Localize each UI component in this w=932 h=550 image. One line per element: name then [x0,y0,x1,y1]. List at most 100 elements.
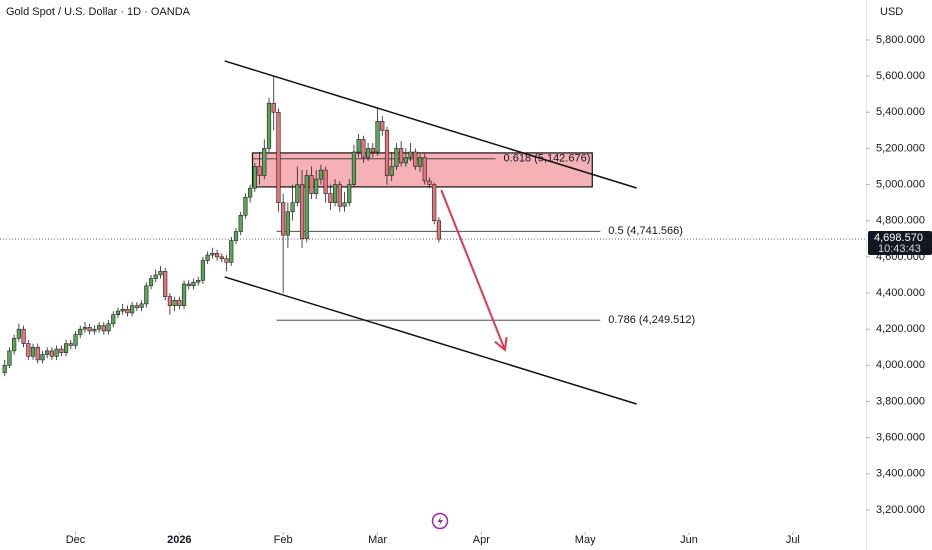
candle-body [370,148,375,153]
candle-body [366,148,371,158]
candle-body [111,314,116,325]
y-tick-label: 3,400.000 [876,468,925,480]
candle-body [115,310,121,316]
candle-body [158,271,163,276]
candle-body [351,151,357,185]
candle-body [375,120,380,153]
candle-body [304,175,309,240]
x-tick-label: Apr [473,534,490,546]
candle-body [243,196,248,216]
candle-body [214,252,220,258]
candle-body [318,169,324,180]
candle-body [134,305,139,308]
y-tick-label: 5,200.000 [876,142,925,154]
candle-body [342,202,347,207]
candle-body [82,327,88,330]
candle-body [167,296,172,306]
y-tick-label: 3,800.000 [876,395,925,407]
candle-body [408,151,413,158]
y-tick-label: 3,200.000 [876,504,925,516]
candle-body [139,303,144,308]
candle-body [266,102,272,149]
candle-body [271,102,276,113]
candle-body [200,260,206,281]
candle-body [417,157,423,167]
candle-body [16,328,21,339]
candle-body [337,184,342,207]
candle-body [347,184,352,203]
y-tick-label: 5,600.000 [876,70,925,82]
candle-body [21,328,26,344]
candle-body [328,193,333,203]
candle-body [295,184,300,203]
candle-body [40,354,45,361]
candle-body [59,348,64,353]
candle-body [68,343,73,346]
candle-body [314,178,319,194]
candle-body [97,325,102,330]
candle-body [252,166,257,189]
candle-body [78,328,83,335]
candle-body [120,308,125,312]
x-tick-label: 2026 [167,534,191,546]
fib-label: 0.5 (4,741.566) [608,225,683,237]
candle-body [125,308,130,314]
candle-body [233,231,239,241]
candle-body [205,254,210,261]
candle-body [148,278,154,287]
candle-body [63,343,69,353]
candle-body [172,299,177,306]
candle-body [210,252,215,256]
trendline [224,60,637,189]
candle-body [285,211,290,236]
candle-body [262,148,267,176]
x-tick-label: Jul [786,534,800,546]
candle-body [384,130,390,176]
fib-label: 0.618 (5,142.676) [504,153,591,165]
y-tick-label: 4,400.000 [876,287,925,299]
price-tag [868,231,932,256]
candle-body [49,350,55,357]
candle-body [224,258,229,263]
candle-body [177,299,182,306]
candle-body [413,151,418,167]
y-tick-label: 4,200.000 [876,323,925,335]
candle-body [436,220,441,240]
y-tick-label: 4,000.000 [876,359,925,371]
candle-body [229,240,234,263]
candle-body [290,202,295,212]
candle-body [87,327,92,332]
candle-body [45,350,50,355]
candle-body [422,157,427,182]
candle-body [389,166,394,176]
candle-body [7,350,12,366]
candle-body [380,120,385,131]
candle-body [219,256,224,259]
candle-body [186,283,191,287]
x-tick-label: Mar [368,534,387,546]
candle-body [399,148,404,164]
candle-body [432,184,437,222]
candle-body [26,343,31,357]
fib-label: 0.786 (4,249.512) [608,314,695,326]
y-tick-label: 5,800.000 [876,34,925,46]
currency-label: USD [880,6,903,18]
candle-body [323,169,328,194]
candle-body [163,271,168,297]
y-tick-label: 4,800.000 [876,215,925,227]
candle-body [238,214,243,232]
candle-body [106,323,111,332]
chart-title: Gold Spot / U.S. Dollar · 1D · OANDA [6,6,191,18]
candle-body [101,325,106,332]
x-tick-label: May [575,534,596,546]
candle-body [332,184,338,203]
candle-body [92,328,97,332]
candle-body [144,285,149,305]
candle-body [35,346,40,361]
candle-body [191,281,196,287]
lightning-icon[interactable] [431,512,449,530]
candle-body [257,166,262,176]
price-tag-value: 4,698.570 [874,232,923,244]
candle-body [73,334,78,346]
